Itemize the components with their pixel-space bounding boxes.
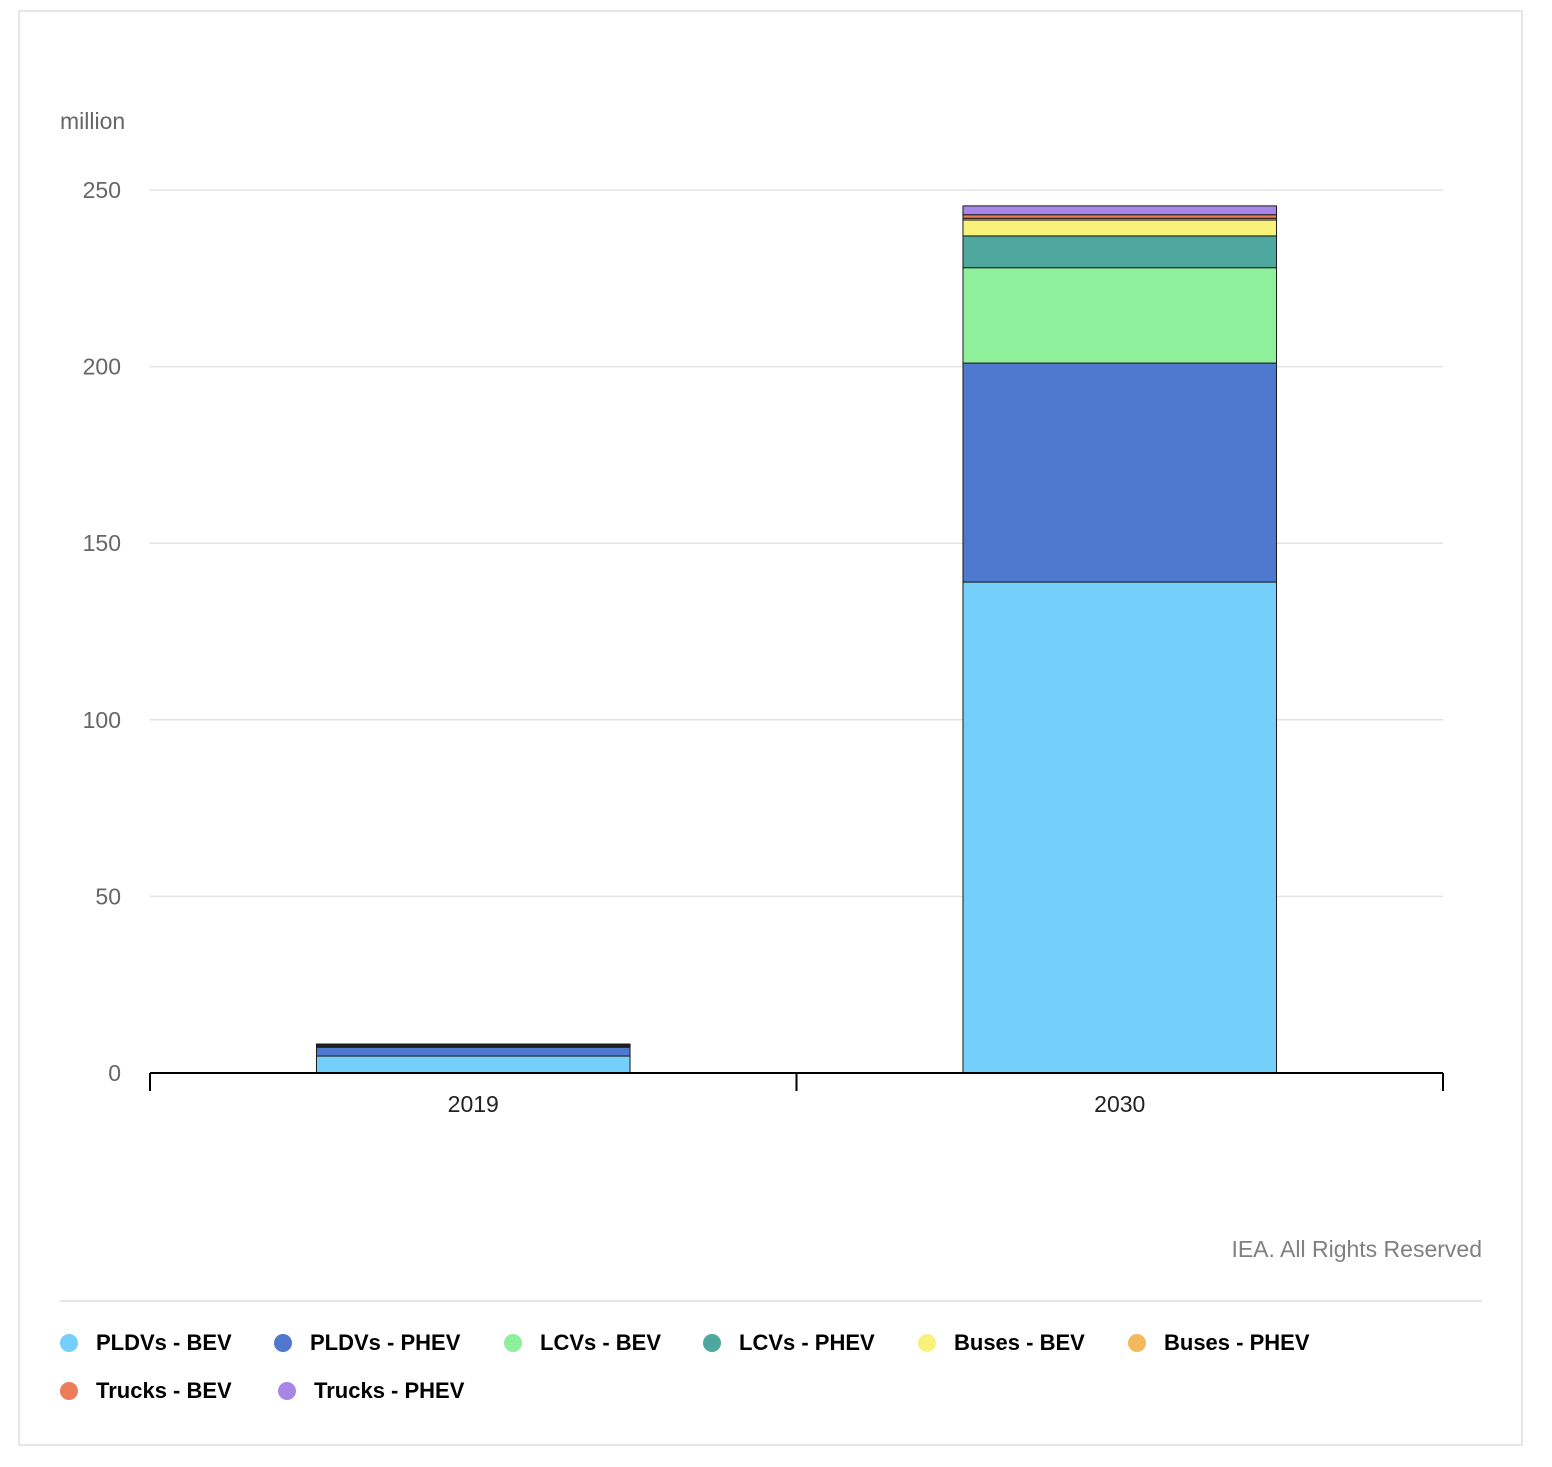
- y-tick-label: 100: [83, 707, 121, 733]
- y-tick-label: 50: [95, 883, 121, 909]
- legend-item[interactable]: PLDVs - BEV: [60, 1330, 232, 1356]
- legend-label: PLDVs - BEV: [96, 1330, 232, 1355]
- legend-label: Trucks - BEV: [96, 1378, 232, 1403]
- legend-item[interactable]: LCVs - BEV: [504, 1330, 661, 1356]
- legend-item[interactable]: Buses - PHEV: [1128, 1330, 1310, 1356]
- legend-swatch: [274, 1334, 292, 1352]
- y-tick-label: 0: [108, 1060, 121, 1086]
- legend-item[interactable]: Trucks - BEV: [60, 1378, 232, 1404]
- legend-label: LCVs - PHEV: [739, 1330, 875, 1355]
- legend-swatch: [918, 1334, 936, 1352]
- y-tick-label: 150: [83, 530, 121, 556]
- bar-segment[interactable]: [315, 1043, 631, 1046]
- bar-segment[interactable]: [962, 219, 1278, 237]
- x-tick-labels: 2019 2030: [448, 1091, 1146, 1117]
- y-tick-labels: 0 50 100 150 200 250: [83, 177, 121, 1086]
- legend-label: PLDVs - PHEV: [310, 1330, 461, 1355]
- y-axis-unit-label: million: [60, 108, 126, 134]
- legend-swatch: [278, 1382, 296, 1400]
- legend-divider: [60, 1300, 1482, 1302]
- x-tick-label: 2019: [448, 1091, 499, 1117]
- y-tick-label: 200: [83, 354, 121, 380]
- legend-swatch: [504, 1334, 522, 1352]
- x-tick-label: 2030: [1094, 1091, 1145, 1117]
- legend-swatch: [1128, 1334, 1146, 1352]
- x-axis: [149, 1072, 1444, 1091]
- legend-label: Buses - BEV: [954, 1330, 1085, 1355]
- legend-item[interactable]: Trucks - PHEV: [278, 1378, 464, 1404]
- legend-item[interactable]: PLDVs - PHEV: [274, 1330, 460, 1356]
- bar-segment[interactable]: [315, 1055, 631, 1074]
- legend-swatch: [60, 1382, 78, 1400]
- bar-segment[interactable]: [962, 267, 1278, 364]
- chart-plot: 0 50 100 150 200 250 2019 2030: [83, 177, 1444, 1117]
- legend-item[interactable]: LCVs - PHEV: [703, 1330, 875, 1356]
- legend-swatch: [703, 1334, 721, 1352]
- bar-segment[interactable]: [962, 581, 1278, 1074]
- credit-text: IEA. All Rights Reserved: [1231, 1236, 1482, 1262]
- bar-segment[interactable]: [962, 205, 1278, 216]
- bar-segment[interactable]: [962, 362, 1278, 583]
- bar-segment[interactable]: [962, 235, 1278, 269]
- legend-label: Buses - PHEV: [1164, 1330, 1310, 1355]
- bar-segment[interactable]: [962, 214, 1278, 219]
- legend-label: LCVs - BEV: [540, 1330, 662, 1355]
- bars: [315, 205, 1278, 1074]
- y-tick-label: 250: [83, 177, 121, 203]
- legend-swatch: [60, 1334, 78, 1352]
- bar-segment[interactable]: [315, 1046, 631, 1057]
- legend-item[interactable]: Buses - BEV: [918, 1330, 1085, 1356]
- legend-label: Trucks - PHEV: [314, 1378, 465, 1403]
